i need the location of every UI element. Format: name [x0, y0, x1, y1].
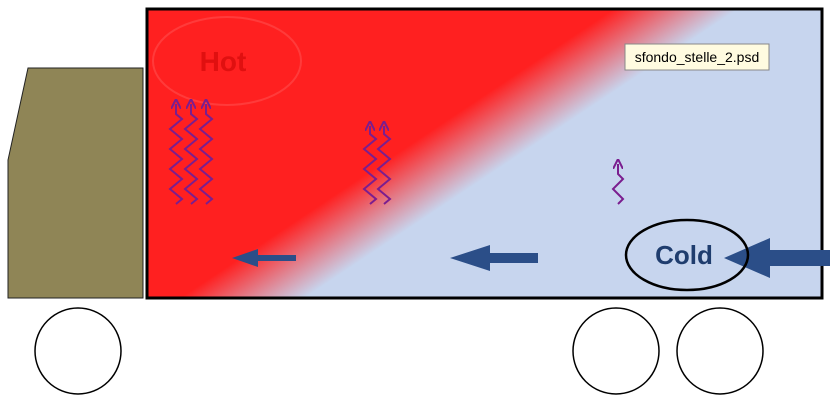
hot-label: Hot: [200, 46, 247, 77]
truck-cab: [8, 68, 143, 298]
cold-label: Cold: [655, 240, 713, 270]
wheel: [677, 308, 763, 394]
truck-diagram: Hot sfondo_stelle_2.psd Cold: [0, 0, 830, 398]
tooltip-text: sfondo_stelle_2.psd: [635, 49, 760, 65]
wheel: [35, 308, 121, 394]
wheel: [573, 308, 659, 394]
wheels: [35, 308, 763, 394]
